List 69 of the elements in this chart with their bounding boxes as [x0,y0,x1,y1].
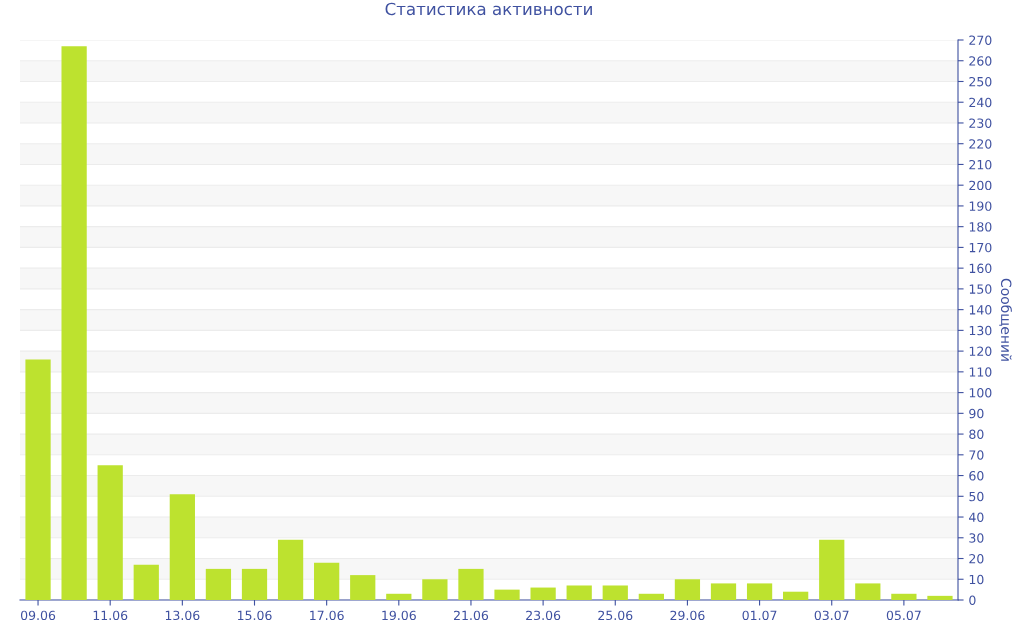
x-tick-label: 15.06 [237,610,272,621]
bar [566,585,592,600]
bar [855,583,881,600]
y-tick-label: 180 [969,222,992,232]
x-tick-label: 29.06 [670,610,705,621]
y-tick-label: 250 [969,76,992,87]
y-tick-label: 210 [969,159,992,170]
bar [25,359,51,600]
bar [458,568,484,600]
x-tick-label: 05.07 [886,610,921,621]
y-axis-title: Сообщений [999,278,1012,361]
bar [61,46,87,600]
y-tick-label: 50 [969,491,984,502]
x-tick-label: 09.06 [20,610,56,621]
y-tick-label: 220 [969,139,992,149]
bar [674,579,701,600]
bar [746,583,773,600]
x-tick-label: 01.07 [742,610,777,621]
y-tick-label: 0 [969,595,976,605]
x-tick-label: 11.06 [93,610,128,621]
bar [169,494,195,600]
y-tick-label: 130 [969,325,992,336]
y-tick-label: 90 [969,408,984,419]
bar [133,564,159,600]
y-tick-label: 40 [969,512,984,522]
bar [386,593,412,600]
y-tick-label: 10 [969,574,984,585]
x-tick-label: 23.06 [526,610,561,621]
bar [783,591,809,600]
bar [314,562,340,600]
y-tick-label: 270 [969,35,992,45]
y-tick-label: 230 [969,118,992,128]
y-tick-label: 100 [969,388,992,398]
bar [710,583,737,600]
bar [277,539,304,600]
chart-title: Статистика активности [385,2,592,16]
bar [350,575,376,600]
y-tick-label: 150 [969,284,992,294]
bar [205,568,232,600]
y-tick-label: 170 [969,242,992,253]
bar [422,579,448,600]
y-tick-label: 60 [969,471,984,481]
bar [241,568,268,600]
y-tick-label: 30 [969,533,984,543]
bar [819,539,845,600]
bar [638,593,664,600]
y-tick-label: 80 [969,429,984,439]
y-tick-label: 160 [969,263,992,274]
x-tick-label: 19.06 [382,610,416,621]
bar [927,595,953,600]
bar [891,593,917,600]
y-tick-label: 200 [969,180,992,191]
x-tick-label: 21.06 [453,610,489,621]
y-tick-label: 260 [969,56,992,66]
x-tick-label: 03.07 [814,610,849,621]
y-tick-label: 140 [969,305,992,315]
x-tick-label: 17.06 [310,610,344,621]
y-tick-label: 110 [969,367,992,377]
y-tick-label: 120 [969,346,992,357]
bar [494,589,520,600]
bar [530,587,556,600]
y-tick-label: 70 [969,450,984,460]
y-tick-label: 190 [969,201,992,211]
bar [97,465,123,600]
y-tick-label: 20 [969,553,984,564]
bar [602,585,628,600]
x-tick-label: 13.06 [165,610,200,621]
y-tick-label: 240 [969,97,992,108]
x-tick-label: 25.06 [598,610,633,621]
